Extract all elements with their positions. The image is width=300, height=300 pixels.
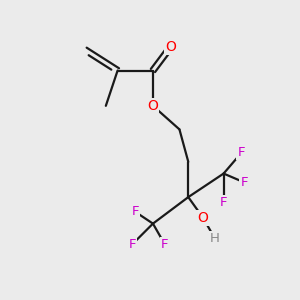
Text: O: O bbox=[148, 99, 158, 113]
Text: F: F bbox=[220, 196, 227, 209]
Text: F: F bbox=[241, 176, 248, 189]
Text: O: O bbox=[165, 40, 176, 54]
Text: H: H bbox=[210, 232, 220, 245]
Text: O: O bbox=[198, 211, 208, 225]
Text: F: F bbox=[238, 146, 245, 159]
Text: F: F bbox=[131, 205, 139, 218]
Text: F: F bbox=[161, 238, 169, 251]
Text: F: F bbox=[129, 238, 136, 251]
